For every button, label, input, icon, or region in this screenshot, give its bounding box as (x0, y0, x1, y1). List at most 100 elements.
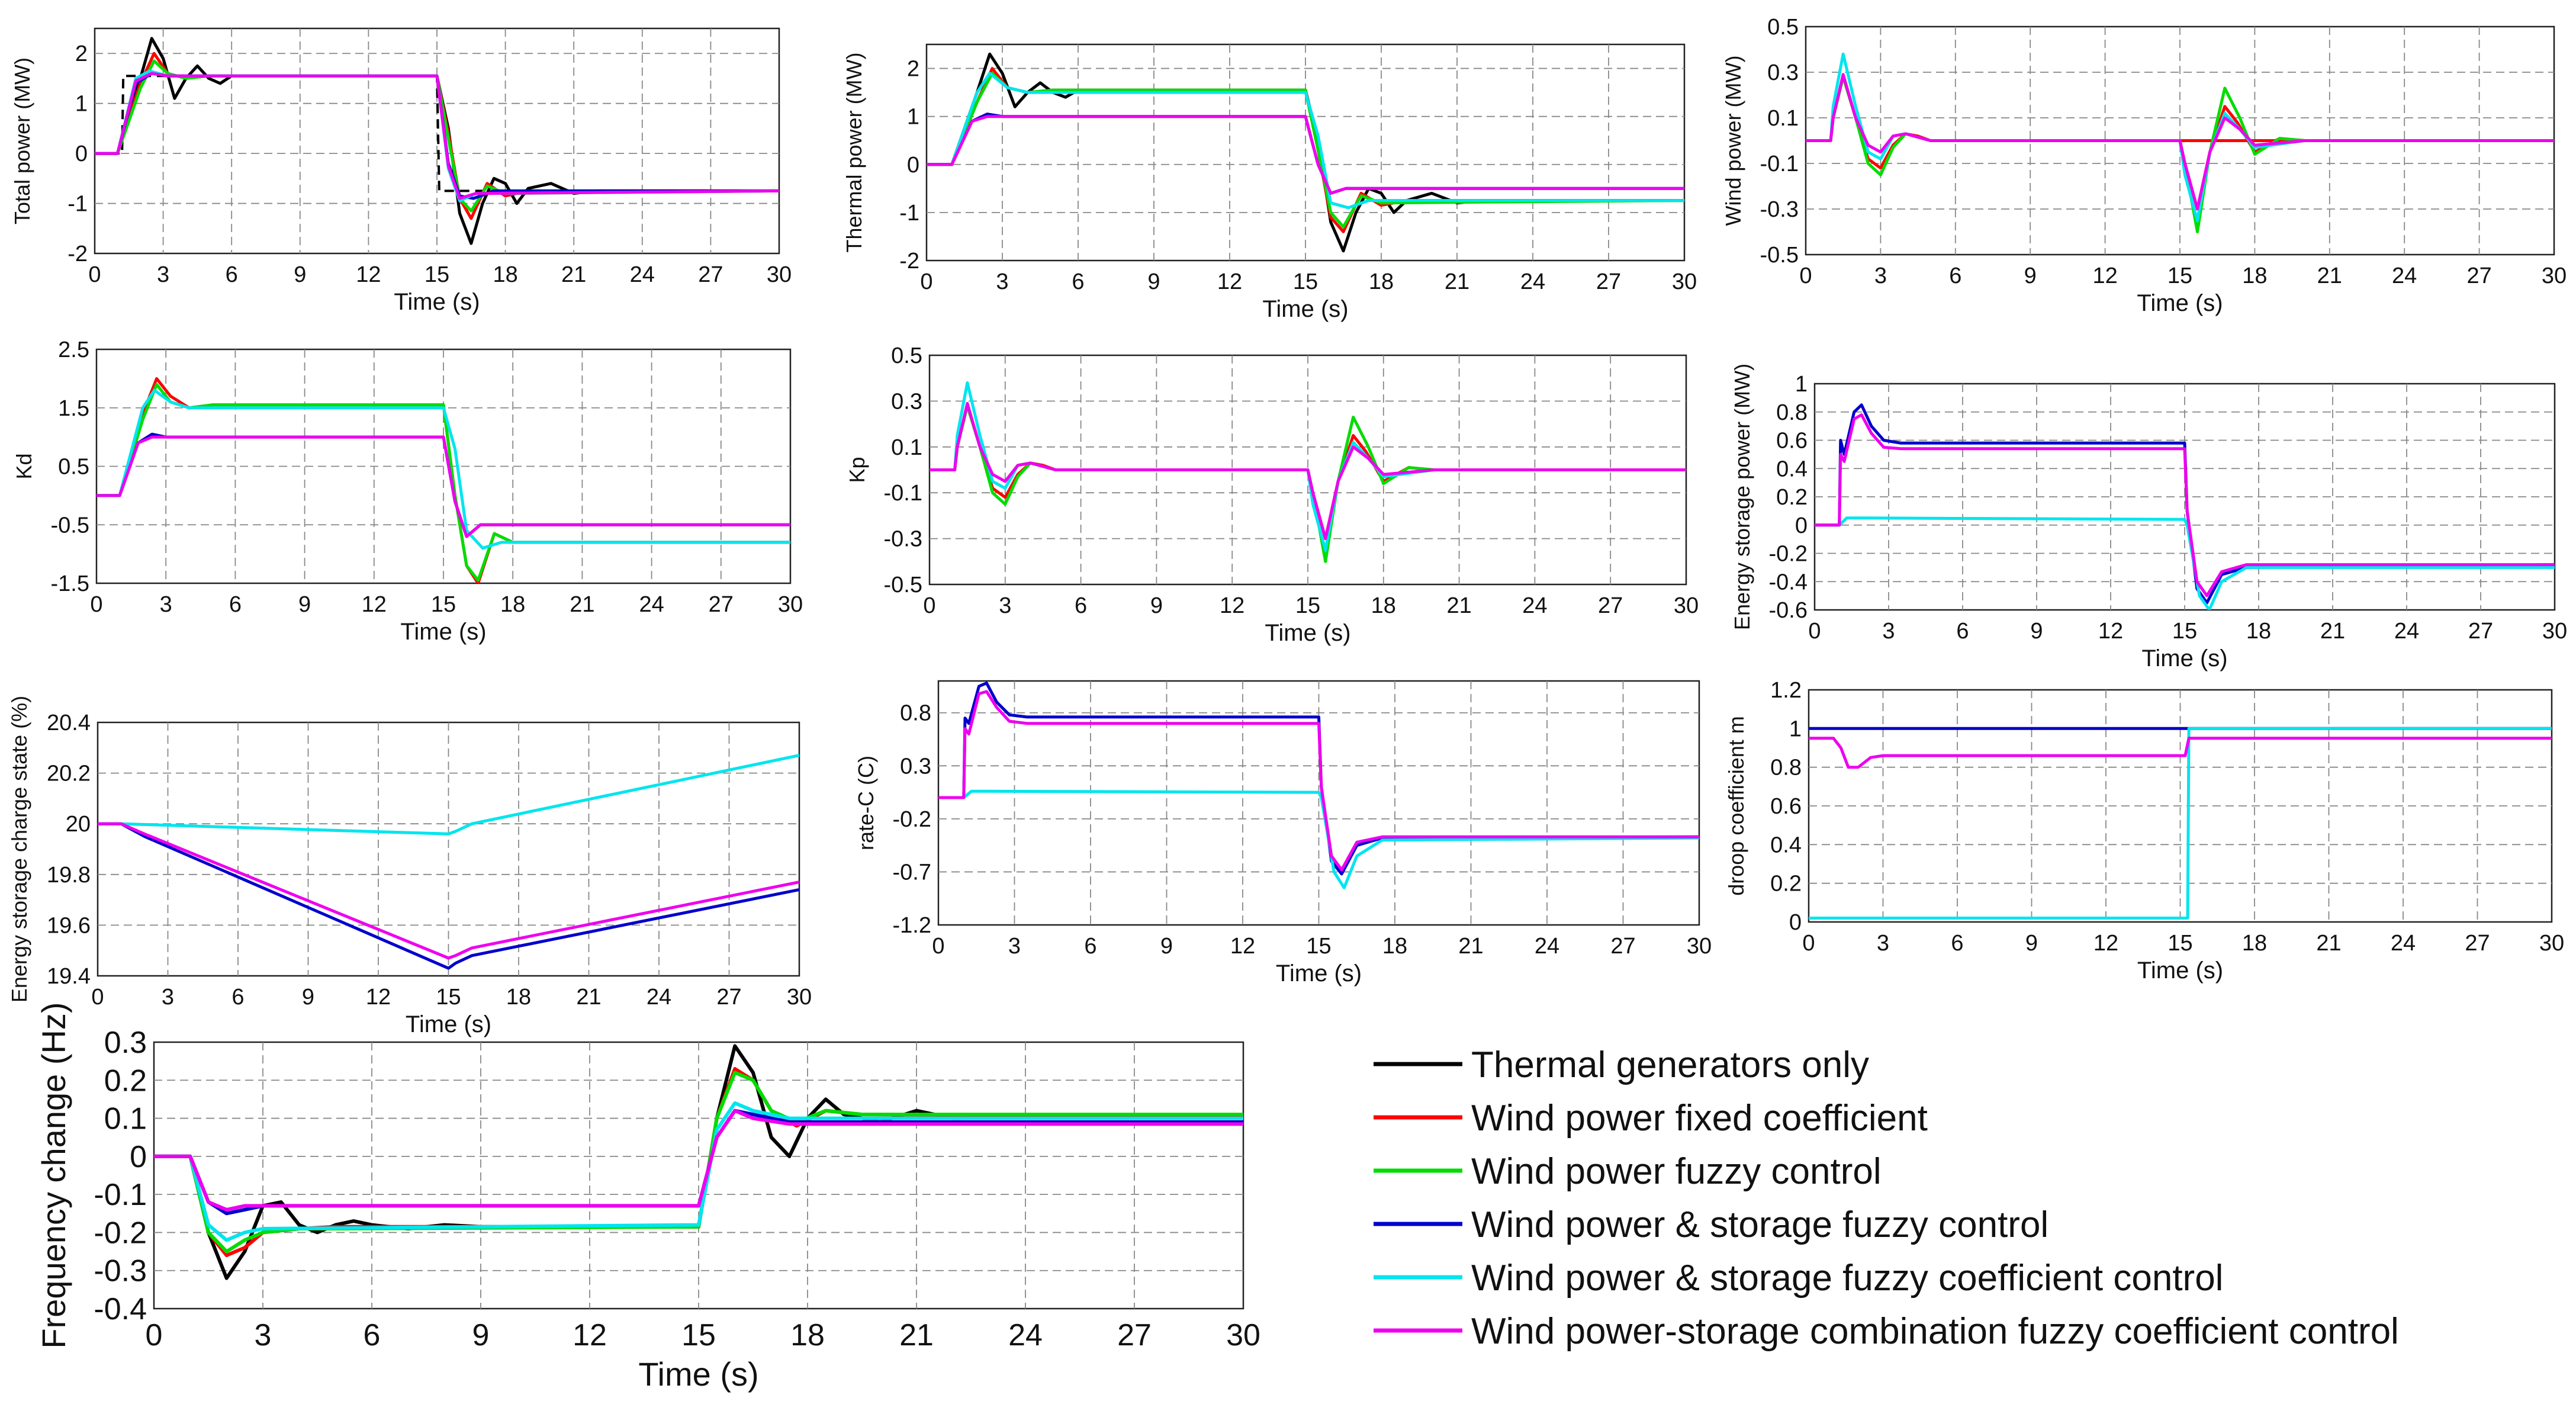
y-tick-label: 19.6 (47, 913, 91, 938)
x-tick-label: 9 (1160, 934, 1173, 959)
y-tick-label: 0.5 (58, 455, 89, 480)
x-tick-label: 3 (1008, 934, 1021, 959)
legend-item: Wind power & storage fuzzy control (1374, 1204, 2048, 1245)
x-tick-label: 18 (500, 592, 525, 617)
x-tick-label: 12 (1217, 269, 1242, 294)
x-tick-label: 9 (2025, 931, 2038, 956)
x-tick-label: 12 (573, 1318, 607, 1352)
x-tick-label: 6 (364, 1318, 381, 1352)
x-tick-label: 15 (436, 985, 461, 1010)
x-axis-label: Time (s) (1276, 960, 1362, 987)
series-line (154, 1101, 1243, 1242)
x-tick-label: 0 (1808, 619, 1821, 644)
x-tick-label: 0 (1802, 931, 1815, 956)
x-axis-label: Time (s) (394, 289, 480, 315)
legend-item: Thermal generators only (1374, 1045, 1869, 1085)
x-tick-label: 21 (899, 1318, 934, 1352)
series-line (97, 388, 790, 550)
series-line (1809, 737, 2552, 769)
y-tick-label: -1 (899, 201, 919, 226)
x-tick-label: 24 (639, 592, 664, 617)
y-tick-label: 20.4 (47, 711, 91, 735)
x-tick-label: 3 (996, 269, 1008, 294)
x-tick-label: 30 (1226, 1318, 1260, 1352)
x-tick-label: 21 (1445, 269, 1469, 294)
x-tick-label: 15 (424, 262, 449, 287)
y-tick-label: 0.5 (1767, 15, 1799, 40)
x-tick-label: 9 (2030, 619, 2043, 644)
y-tick-label: 0.3 (891, 389, 922, 414)
x-tick-label: 24 (647, 985, 671, 1010)
y-tick-label: 2 (75, 41, 88, 66)
x-tick-label: 30 (1687, 934, 1712, 959)
x-tick-label: 30 (2542, 264, 2567, 288)
legend-item: Wind power fixed coefficient (1374, 1098, 1928, 1139)
y-tick-label: 0.6 (1776, 429, 1808, 454)
y-tick-label: -0.5 (884, 573, 922, 597)
y-tick-label: 0.8 (1776, 400, 1808, 425)
y-tick-label: 0 (907, 153, 919, 178)
y-tick-label: 0.8 (900, 701, 931, 726)
x-tick-label: 6 (1951, 931, 1963, 956)
y-tick-label: -1.5 (51, 571, 89, 596)
x-tick-label: 18 (1382, 934, 1407, 959)
y-tick-label: -0.4 (94, 1292, 147, 1326)
x-tick-label: 3 (162, 985, 174, 1010)
y-tick-label: 0.4 (1776, 457, 1808, 481)
x-tick-label: 6 (1075, 593, 1087, 618)
x-tick-label: 24 (2391, 931, 2416, 956)
y-tick-label: 0.3 (1767, 60, 1799, 85)
x-axis-label: Time (s) (2137, 957, 2223, 984)
chart-frequency: 0 3 6 9 12 15 18 21 24 27 30 -0.4 -0.3 -0.2 -0.1 0 0.1 0.… (35, 1002, 1260, 1393)
x-axis-label: Time (s) (1265, 620, 1350, 646)
y-tick-label: 20 (66, 812, 91, 837)
y-tick-label: 0.8 (1770, 756, 1802, 780)
x-tick-label: 24 (630, 262, 655, 287)
x-tick-label: 6 (229, 592, 242, 617)
y-tick-label: 19.4 (47, 964, 91, 989)
x-tick-label: 27 (716, 985, 741, 1010)
y-tick-label: -0.5 (51, 513, 89, 538)
series-line (97, 435, 790, 538)
x-tick-label: 0 (920, 269, 932, 294)
x-tick-label: 30 (2539, 931, 2564, 956)
x-tick-label: 30 (787, 985, 812, 1010)
x-tick-label: 18 (2246, 619, 2271, 644)
x-tick-label: 9 (472, 1318, 490, 1352)
y-axis-label: Total power (MW) (10, 57, 34, 224)
x-axis-label: Time (s) (2141, 645, 2227, 671)
y-tick-label: -2 (899, 249, 919, 274)
x-tick-label: 27 (1610, 934, 1635, 959)
y-tick-label: 0 (1789, 910, 1802, 935)
chart-kd: 0 3 6 9 12 15 18 21 24 27 30 -1.5 -0.5 0.5 1.5 2.5 Time … (12, 338, 803, 645)
y-tick-label: 1 (1795, 372, 1808, 397)
x-tick-label: 27 (1117, 1318, 1152, 1352)
chart-droop: 0 3 6 9 12 15 18 21 24 27 30 0 0.2 0.4 0.6 0.8 1 1.2 Time … (1724, 678, 2564, 984)
x-tick-label: 6 (1084, 934, 1096, 959)
x-tick-label: 21 (561, 262, 586, 287)
y-axis-label: Thermal power (MW) (842, 52, 866, 252)
y-tick-label: 2 (907, 57, 919, 82)
chart-storage-soc: 0 3 6 9 12 15 18 21 24 27 30 19.4 19.6 19.8 20 20.2 20.4… (7, 696, 812, 1037)
series-line (927, 72, 1684, 229)
y-tick-label: 0.3 (104, 1026, 147, 1060)
series-line (938, 789, 1699, 889)
chart-rate-c: 0 3 6 9 12 15 18 21 24 27 30 -1.2 -0.7 -0.2 0.3 0.8 Time… (854, 680, 1712, 987)
x-tick-label: 27 (2468, 619, 2493, 644)
y-tick-label: -0.3 (884, 527, 922, 552)
x-tick-label: 24 (1520, 269, 1545, 294)
x-tick-label: 24 (1008, 1318, 1043, 1352)
x-axis-label: Time (s) (400, 619, 486, 645)
series-line (98, 822, 799, 960)
y-tick-label: -0.7 (893, 860, 931, 885)
x-tick-label: 15 (1293, 269, 1318, 294)
legend-item: Wind power-storage combination fuzzy coe… (1374, 1311, 2399, 1352)
series-line (938, 690, 1699, 872)
x-tick-label: 0 (923, 593, 935, 618)
y-tick-label: 1 (907, 105, 919, 130)
x-tick-label: 15 (1295, 593, 1320, 618)
x-tick-label: 15 (2167, 264, 2192, 288)
